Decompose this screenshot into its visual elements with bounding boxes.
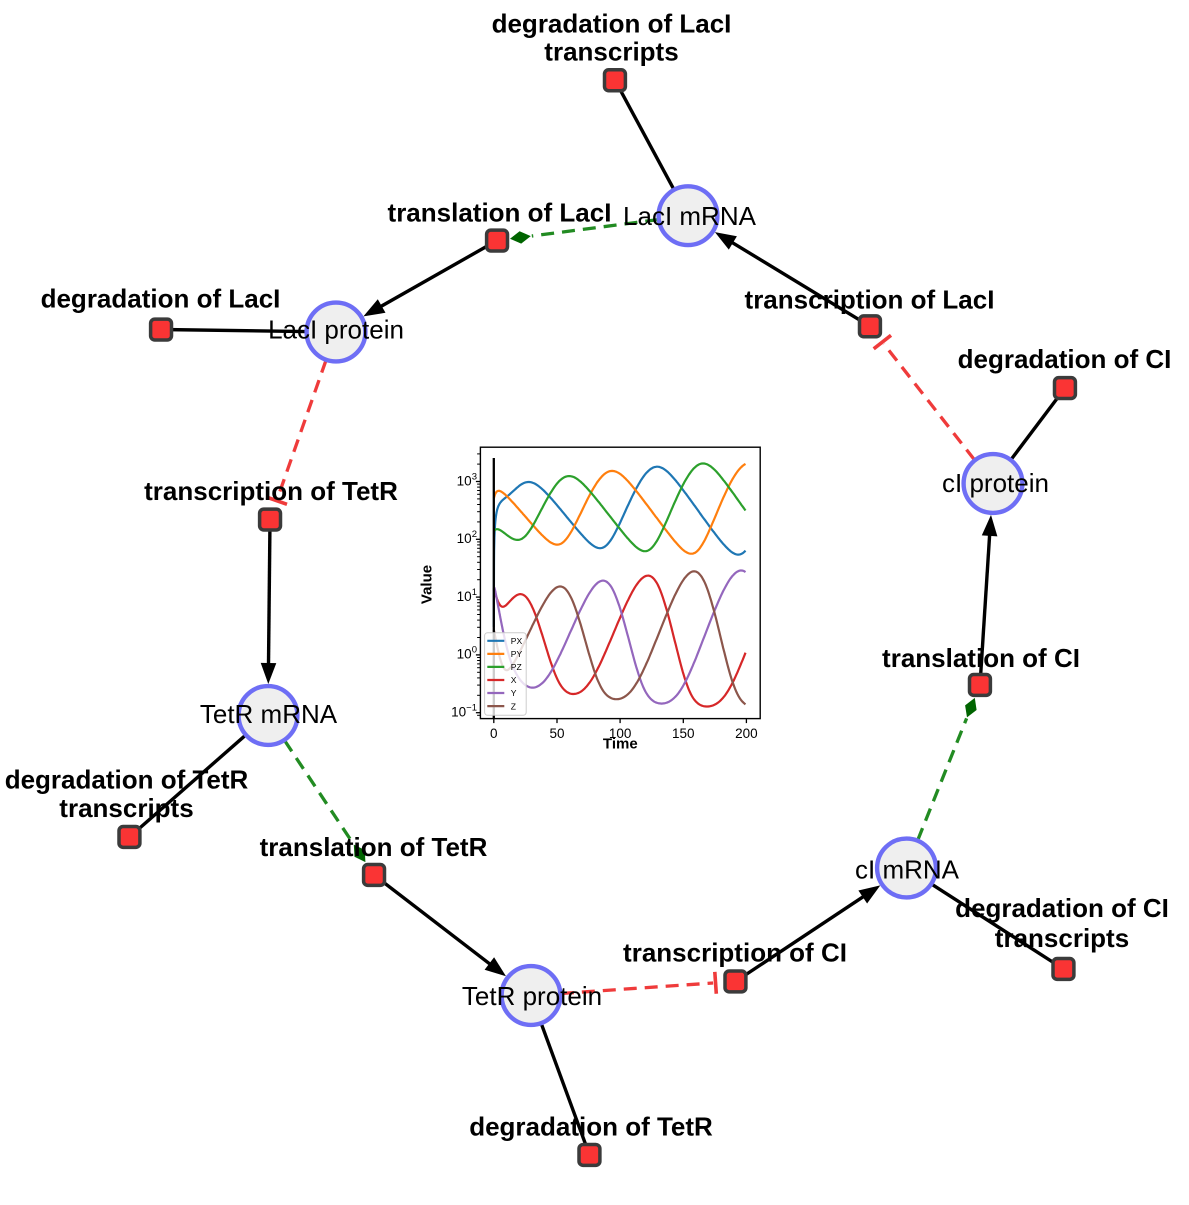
svg-text:PZ: PZ [511,662,522,672]
svg-text:TetR mRNA: TetR mRNA [200,699,338,729]
svg-text:transcription of CI: transcription of CI [623,938,847,968]
svg-text:Value: Value [419,565,436,604]
svg-text:transcripts: transcripts [995,923,1129,953]
svg-text:150: 150 [672,726,695,741]
svg-text:cI mRNA: cI mRNA [855,855,960,885]
svg-text:Y: Y [511,688,517,698]
svg-text:degradation of LacI: degradation of LacI [41,284,281,314]
svg-text:Z: Z [511,701,516,711]
svg-text:50: 50 [549,726,564,741]
svg-text:transcripts: transcripts [544,36,678,66]
svg-text:degradation of TetR: degradation of TetR [5,765,249,795]
svg-text:Time: Time [603,736,638,753]
svg-text:transcription of LacI: transcription of LacI [745,285,995,315]
svg-text:0: 0 [490,726,498,741]
svg-text:cI protein: cI protein [942,468,1049,498]
svg-text:100: 100 [609,726,632,741]
svg-text:translation of LacI: translation of LacI [388,198,612,228]
svg-text:LacI protein: LacI protein [268,315,404,345]
svg-text:PY: PY [511,649,523,659]
svg-text:X: X [511,675,517,685]
svg-text:degradation of CI: degradation of CI [955,893,1169,923]
svg-text:translation of CI: translation of CI [882,643,1080,673]
svg-text:transcription of TetR: transcription of TetR [144,476,398,506]
svg-text:degradation of CI: degradation of CI [958,344,1172,374]
svg-text:degradation of LacI: degradation of LacI [492,8,732,38]
svg-text:200: 200 [735,726,758,741]
svg-text:PX: PX [511,636,523,646]
svg-text:transcripts: transcripts [59,793,193,823]
svg-text:LacI mRNA: LacI mRNA [623,201,757,231]
svg-text:TetR protein: TetR protein [462,981,602,1011]
svg-text:translation of TetR: translation of TetR [260,832,488,862]
svg-text:degradation of TetR: degradation of TetR [469,1112,713,1142]
